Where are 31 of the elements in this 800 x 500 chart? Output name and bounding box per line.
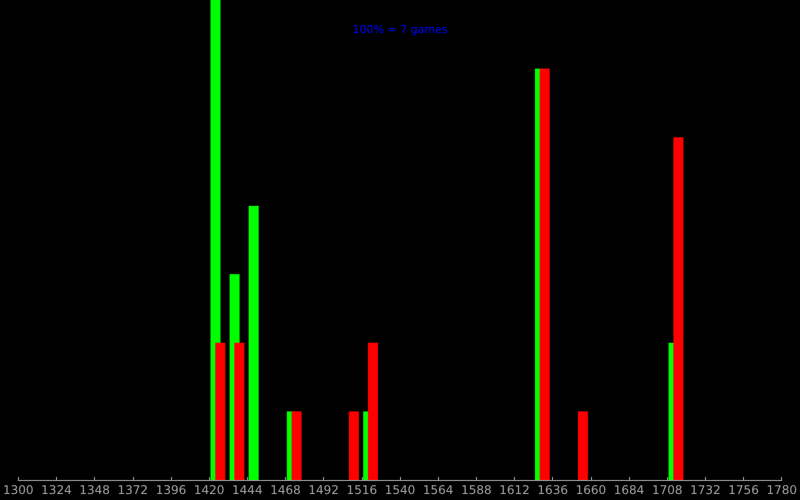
bar [292,411,302,480]
x-tick-label: 1468 [270,483,301,497]
x-tick-label: 1540 [384,483,416,497]
bar [248,206,259,480]
x-tick-label: 1444 [232,483,263,497]
bar [578,411,588,480]
bar [348,411,359,480]
x-tick-label: 1636 [537,483,568,497]
x-tick-label: 1708 [652,483,682,497]
x-tick-label: 1564 [422,483,454,497]
text: 100% = 7 games [352,23,448,36]
x-tick-label: 1732 [690,483,721,497]
bar [673,137,684,480]
x-tick-label: 1492 [308,483,339,497]
x-tick-label: 1612 [499,483,530,497]
bar [234,342,244,480]
bar [540,68,550,480]
x-tick-label: 1660 [576,483,606,497]
x-tick-label: 1300 [2,483,34,497]
bar [215,342,226,480]
x-tick-label: 1420 [194,483,224,497]
x-tick-label: 1516 [346,483,378,497]
x-tick-label: 1372 [118,483,148,497]
x-tick-label: 1396 [156,483,186,497]
x-tick-label: 1684 [614,483,644,497]
x-tick-label: 1780 [766,483,798,497]
x-tick-label: 1324 [41,483,72,497]
bar [368,342,378,480]
x-tick-label: 1348 [79,483,110,497]
x-tick-label: 1588 [461,483,492,497]
x-tick-label: 1756 [728,483,759,497]
